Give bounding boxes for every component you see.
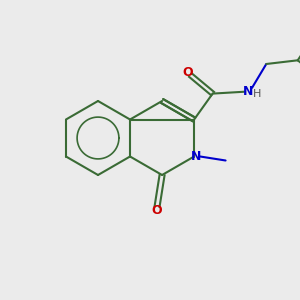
Text: N: N	[243, 85, 253, 98]
Text: H: H	[253, 89, 261, 99]
Text: O: O	[152, 204, 162, 217]
Text: N: N	[191, 150, 201, 163]
Text: O: O	[182, 66, 193, 79]
